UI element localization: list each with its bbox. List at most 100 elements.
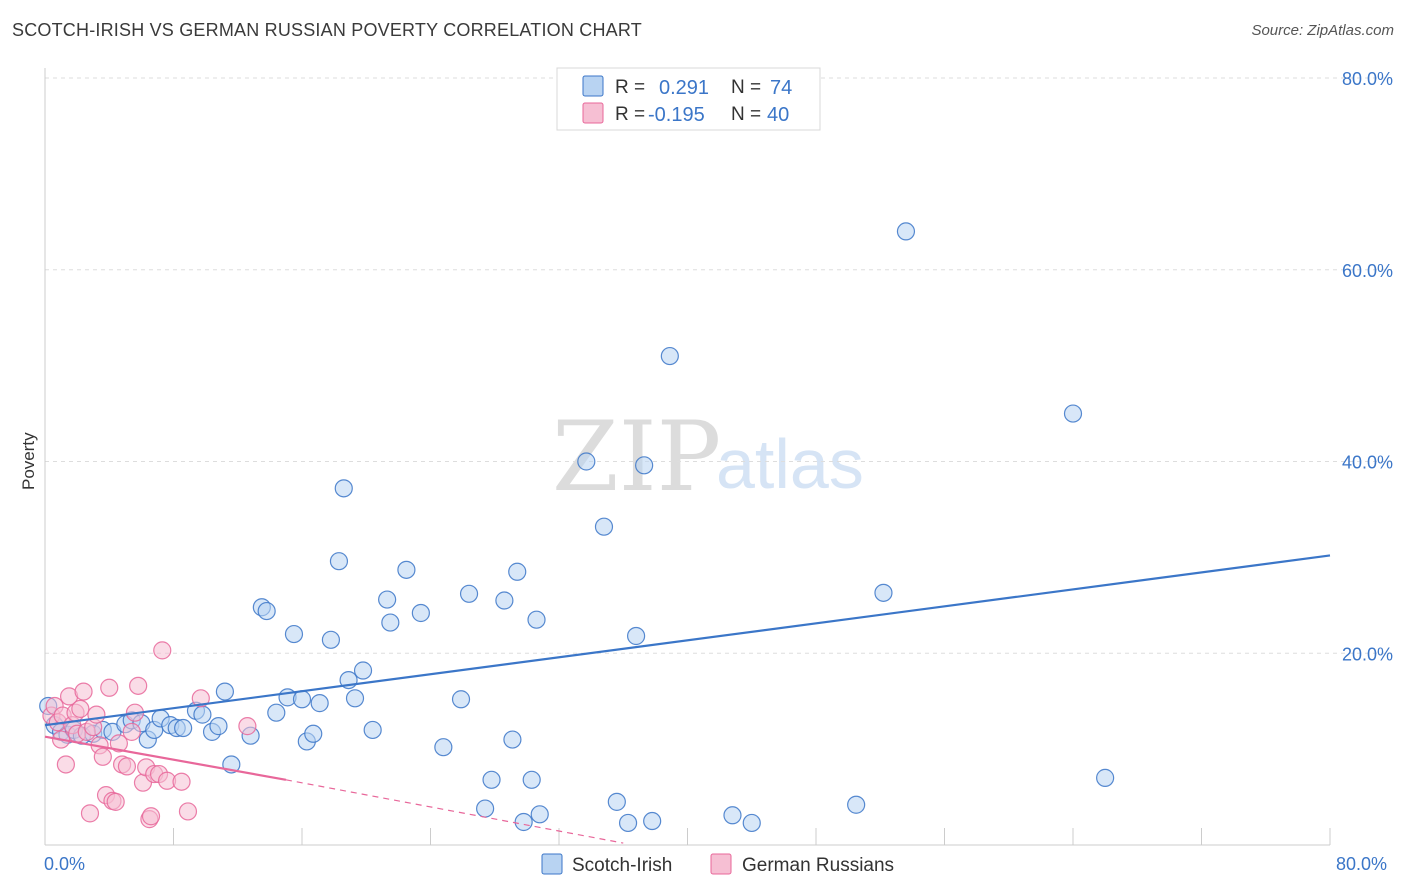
scotch-irish-point-39	[353, 661, 373, 680]
legend-r-label-2: R =	[615, 104, 645, 125]
scotch-irish-point-46	[451, 690, 471, 709]
scotch-irish-point-71	[1096, 768, 1115, 787]
trend-line-scotch-irish	[44, 554, 1331, 727]
legend-n-value-2: 40	[767, 104, 789, 126]
scotch-irish-point-67	[847, 795, 866, 814]
scotch-irish-point-64	[660, 346, 679, 366]
scotch-irish-point-41	[378, 590, 397, 609]
legend-swatch-blue	[582, 75, 604, 97]
scotch-irish-point-70	[1063, 404, 1083, 423]
scotch-irish-point-33	[310, 694, 329, 713]
german-russians-point-21	[106, 792, 125, 811]
legend-r-value-1: 0.291	[659, 77, 709, 99]
german-russians-point-17	[93, 747, 112, 766]
german-russians-point-15	[87, 705, 106, 724]
scotch-irish-point-45	[434, 738, 453, 757]
y-tick-labels: 20.0% 40.0% 60.0% 80.0%	[1342, 69, 1393, 664]
x-tick-label-max: 80.0%	[1336, 854, 1387, 874]
scotch-irish-point-17	[174, 718, 193, 738]
scotch-irish-point-49	[482, 770, 501, 789]
legend-r-label-1: R =	[615, 77, 645, 98]
german-russians-point-24	[117, 757, 137, 776]
german-russians-point-34	[153, 641, 172, 660]
y-tick-label-40: 40.0%	[1342, 453, 1393, 473]
german-russians-point-11	[74, 682, 93, 701]
legend-n-label-2: N =	[731, 104, 761, 125]
scotch-irish-point-36	[334, 479, 353, 498]
german-russians-point-13	[80, 804, 100, 823]
german-russians-point-25	[122, 722, 141, 741]
scotch-irish-point-30	[292, 690, 312, 709]
series-legend-label-german-russians: German Russians	[742, 855, 894, 876]
scotch-irish-point-54	[522, 770, 541, 789]
legend-n-label-1: N =	[731, 77, 761, 98]
scotch-irish-point-55	[527, 610, 546, 629]
scotch-irish-point-61	[626, 626, 646, 646]
scotch-irish-point-58	[594, 517, 614, 536]
scotch-irish-point-48	[476, 799, 495, 818]
trend-line-german-russians	[44, 735, 287, 781]
y-tick-label-60: 60.0%	[1342, 261, 1393, 281]
german-russians-point-37	[178, 802, 198, 821]
watermark-zip: ZIP	[552, 401, 721, 513]
series-german-russians	[42, 641, 257, 829]
stats-legend: R = 0.291 N = 74 R = -0.195 N = 40	[556, 67, 821, 131]
german-russians-point-22	[109, 734, 128, 753]
scotch-irish-point-66	[742, 813, 761, 833]
scotch-irish-point-68	[874, 583, 893, 602]
scotch-irish-point-42	[381, 613, 400, 632]
german-russians-point-39	[238, 717, 257, 736]
x-tick-label-min: 0.0%	[44, 854, 85, 874]
scotch-irish-point-44	[411, 603, 430, 623]
series-legend-swatch-blue	[541, 853, 563, 875]
scotch-irish-point-38	[345, 689, 365, 708]
german-russians-point-31	[141, 807, 161, 826]
watermark-atlas: atlas	[716, 425, 864, 503]
series-legend-swatch-pink	[710, 853, 732, 875]
series-scotch-irish	[39, 222, 1115, 833]
scotch-irish-point-53	[514, 812, 533, 832]
legend-swatch-pink	[582, 102, 604, 124]
scotch-irish-point-50	[495, 591, 514, 610]
scotch-irish-point-52	[508, 562, 527, 581]
german-russians-point-10	[71, 699, 90, 718]
legend-r-value-2: -0.195	[648, 104, 705, 126]
legend-n-value-1: 74	[770, 77, 792, 99]
scotch-irish-point-40	[363, 720, 382, 740]
scotch-irish-point-19	[193, 705, 212, 724]
x-axis-ticks	[44, 828, 1331, 845]
german-russians-point-5	[56, 755, 75, 774]
scotch-irish-point-29	[284, 624, 304, 644]
scotch-irish-point-65	[723, 806, 742, 825]
scotch-irish-point-47	[459, 584, 479, 603]
y-axis-label: Poverty	[19, 432, 38, 490]
scotch-irish-point-60	[618, 813, 638, 833]
scotch-irish-point-57	[577, 452, 596, 471]
y-tick-label-20: 20.0%	[1342, 644, 1393, 664]
scotch-irish-point-56	[530, 805, 549, 824]
trend-line-german-russians-extension	[285, 779, 624, 844]
chart-title: SCOTCH-IRISH VS GERMAN RUSSIAN POVERTY C…	[12, 20, 642, 40]
scotch-irish-point-59	[607, 792, 626, 811]
scotch-irish-point-26	[257, 601, 276, 621]
scotch-irish-point-51	[503, 730, 522, 749]
source-credit: Source: ZipAtlas.com	[1251, 22, 1394, 39]
scotch-irish-point-27	[267, 703, 286, 722]
scotch-irish-point-35	[329, 552, 349, 571]
series-legend-label-scotch-irish: Scotch-Irish	[572, 855, 672, 876]
scotch-irish-point-63	[643, 811, 662, 831]
scotch-irish-point-22	[215, 682, 234, 701]
scotch-irish-point-32	[304, 724, 323, 743]
german-russians-point-19	[100, 678, 119, 697]
grid-lines	[45, 77, 1392, 654]
scotch-irish-point-69	[896, 222, 916, 241]
german-russians-point-27	[129, 676, 148, 695]
scotch-irish-point-34	[321, 630, 341, 649]
series-legend: Scotch-Irish German Russians	[541, 853, 894, 876]
trend-lines	[44, 554, 1331, 844]
german-russians-point-38	[191, 689, 210, 708]
y-tick-label-80: 80.0%	[1342, 69, 1393, 89]
scotch-irish-point-21	[209, 717, 228, 736]
scotch-irish-point-43	[397, 560, 416, 579]
